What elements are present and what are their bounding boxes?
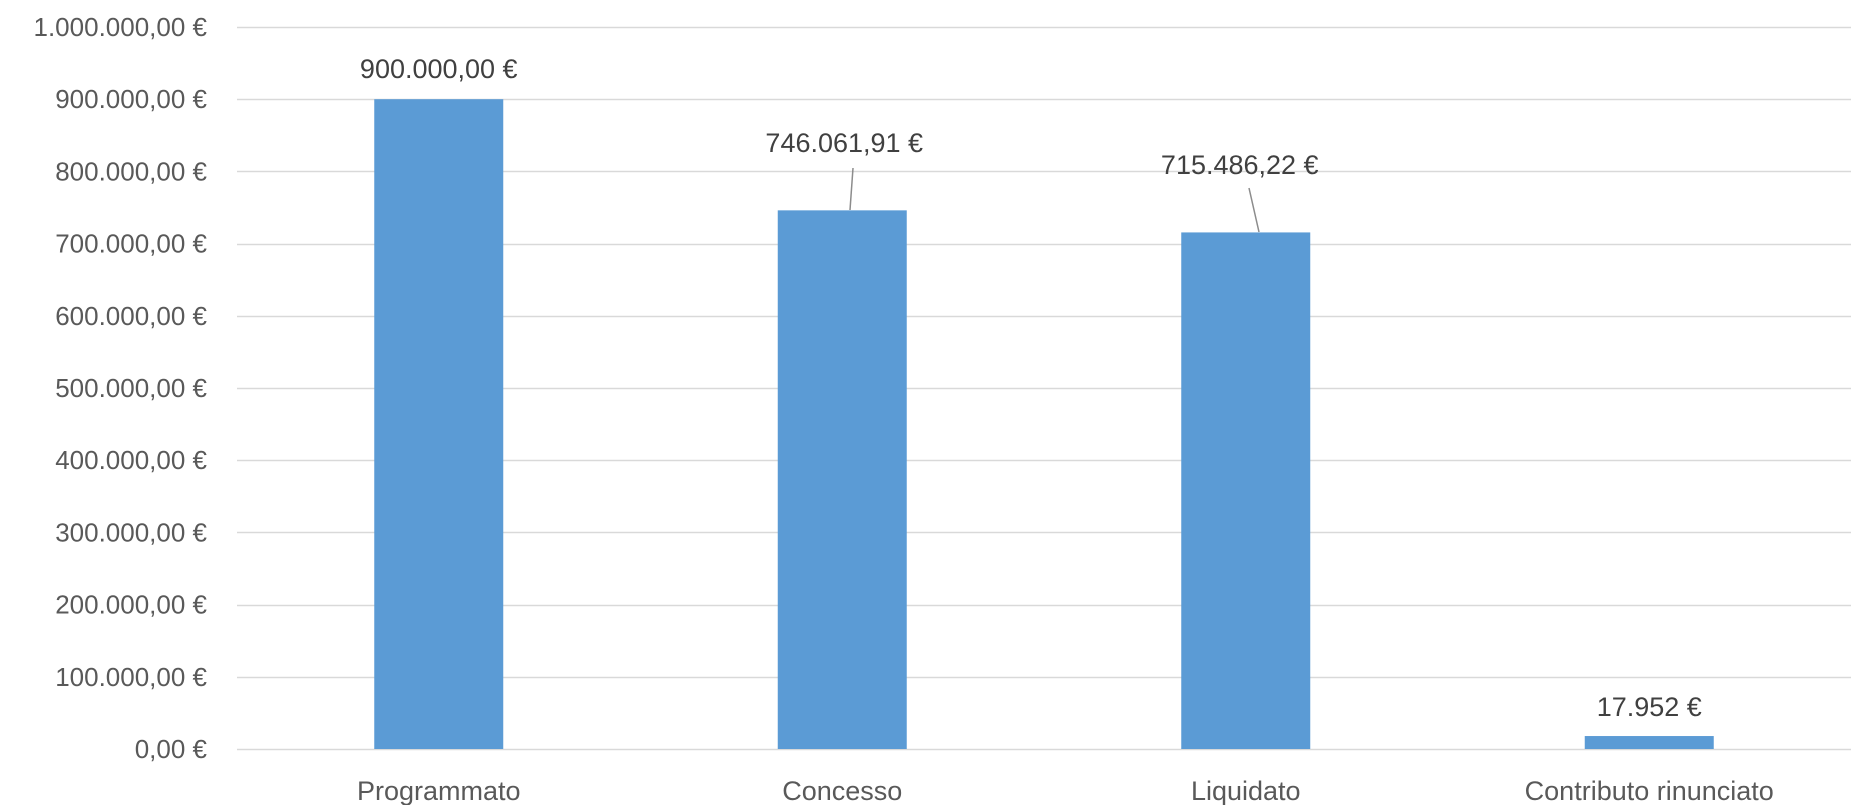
y-tick-label: 300.000,00 € <box>55 517 207 547</box>
x-category-label: Concesso <box>782 776 902 805</box>
bars <box>374 99 1714 749</box>
x-axis-category-labels: Programmato Concesso Liquidato Contributo r… <box>357 776 1774 806</box>
x-category-label: Contributo rinunciato <box>1525 776 1774 805</box>
bar <box>1181 232 1311 749</box>
y-tick-label: 500.000,00 € <box>55 373 207 403</box>
data-label: 715.486,22 € <box>1161 150 1319 180</box>
bar <box>1584 736 1714 749</box>
data-label-leader-line <box>1248 187 1260 233</box>
y-tick-label: 200.000,00 € <box>55 590 207 620</box>
y-axis-tick-labels: 0,00 € 100.000,00 € 200.000,00 € 300.000,00… <box>34 12 208 764</box>
y-tick-label: 700.000,00 € <box>55 229 207 259</box>
gridlines <box>237 26 1851 751</box>
y-tick-label: 1.000.000,00 € <box>34 12 208 42</box>
y-tick-label: 400.000,00 € <box>55 445 207 475</box>
data-labels: 900.000,00 € 746.061,91 € 715.486,22 € 17.9… <box>360 54 1702 722</box>
x-category-label: Liquidato <box>1191 776 1301 805</box>
data-label: 17.952 € <box>1597 692 1702 722</box>
data-label-leaders <box>849 167 1260 233</box>
y-tick-label: 0,00 € <box>135 734 208 764</box>
data-label: 746.061,91 € <box>765 128 923 158</box>
x-category-label: Programmato <box>357 776 521 805</box>
bar <box>374 99 504 749</box>
y-tick-label: 600.000,00 € <box>55 301 207 331</box>
data-label: 900.000,00 € <box>360 54 518 84</box>
y-tick-label: 900.000,00 € <box>55 84 207 114</box>
y-tick-label: 100.000,00 € <box>55 662 207 692</box>
data-label-leader-line <box>849 167 854 211</box>
y-tick-label: 800.000,00 € <box>55 156 207 186</box>
bar <box>777 210 907 749</box>
